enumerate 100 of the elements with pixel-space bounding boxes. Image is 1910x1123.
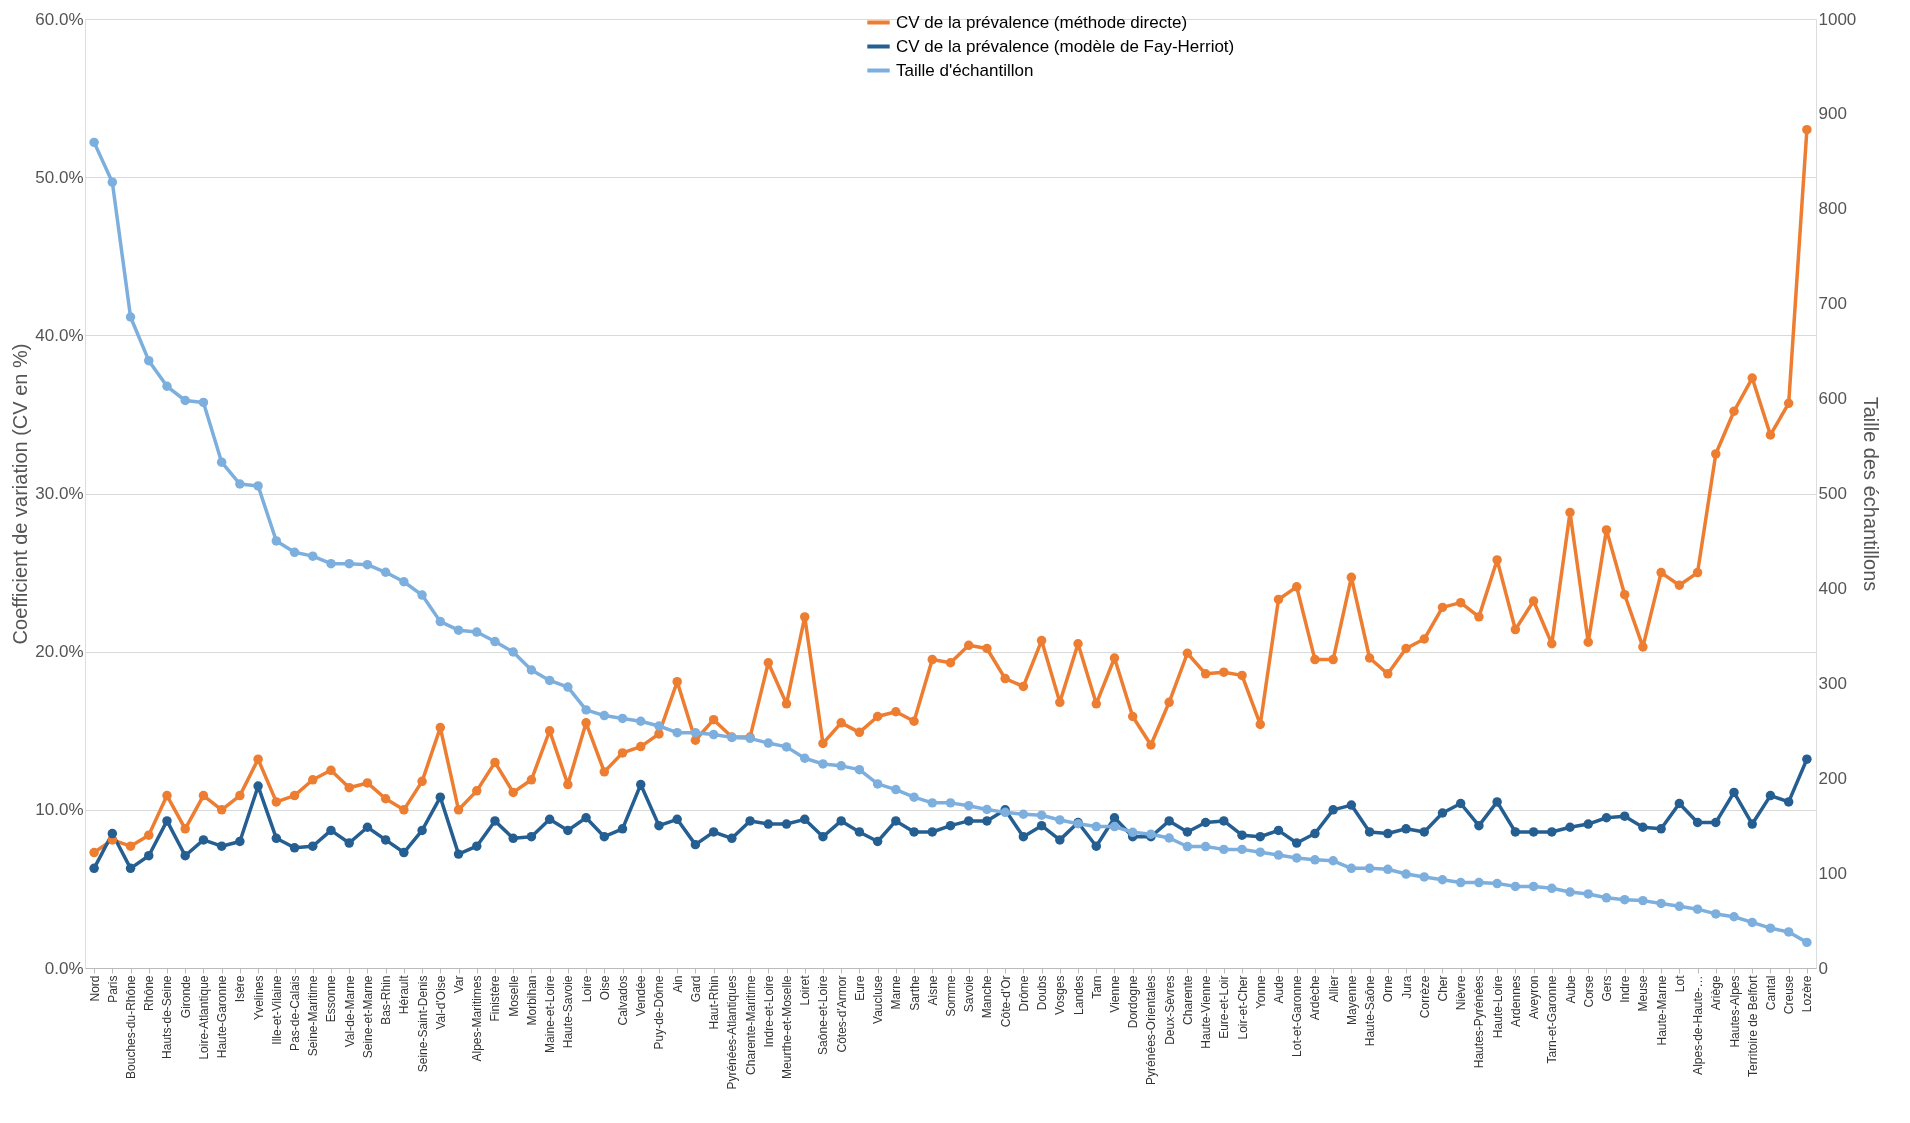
x-tick-label: Seine-Saint-Denis — [415, 975, 430, 1073]
x-tick-label: Loiret — [798, 974, 813, 1006]
x-tick-label: Haute-Garonne — [215, 975, 230, 1059]
x-tick-label: Orne — [1381, 975, 1396, 1003]
x-tick-label: Mayenne — [1344, 975, 1359, 1025]
x-tick-label: Indre — [1618, 975, 1633, 1003]
x-tick-label: Jura — [1399, 975, 1414, 999]
x-tick-label: Val-de-Marne — [342, 975, 357, 1048]
x-tick-label: Hautes-Alpes — [1727, 975, 1742, 1048]
x-tick-label: Oise — [597, 975, 612, 1001]
y2-tick-label: 500 — [1818, 484, 1847, 503]
y2-tick-label: 600 — [1818, 389, 1847, 409]
x-tick-label: Hérault — [397, 974, 412, 1015]
x-tick-label: Landes — [1071, 975, 1086, 1015]
x-tick-label: Saône-et-Loire — [816, 975, 831, 1055]
x-tick-label: Gironde — [178, 975, 193, 1019]
x-tick-label: Meurthe-et-Moselle — [780, 975, 795, 1079]
x-tick-label: Vosges — [1053, 975, 1068, 1015]
x-tick-label: Maine-et-Loire — [543, 975, 558, 1053]
x-tick-label: Alpes-de-Haute-… — [1691, 975, 1706, 1075]
x-tick-label: Drôme — [1016, 975, 1031, 1012]
x-tick-label: Loire — [579, 975, 594, 1003]
x-tick-label: Deux-Sèvres — [1162, 975, 1177, 1045]
x-tick-label: Aude — [1271, 975, 1286, 1004]
y-tick-label: 0.0% — [44, 958, 84, 978]
x-tick-label: Haute-Saône — [1363, 975, 1378, 1047]
x-tick-label: Indre-et-Loire — [761, 975, 776, 1048]
x-tick-label: Corrèze — [1417, 975, 1432, 1019]
x-tick-label: Gers — [1599, 975, 1614, 1002]
x-tick-label: Côte-d'Or — [998, 975, 1013, 1028]
y2-tick-label: 200 — [1818, 768, 1847, 788]
x-tick-label: Lot — [1672, 974, 1687, 993]
x-tick-label: Marne — [889, 975, 904, 1010]
x-tick-label: Paris — [105, 975, 120, 1003]
x-tick-label: Morbihan — [524, 975, 539, 1026]
x-tick-label: Ardennes — [1508, 975, 1523, 1027]
x-tick-label: Bouches-du-Rhône — [124, 975, 139, 1079]
y-tick-label: 20.0% — [35, 642, 84, 662]
x-tick-label: Eure-et-Loir — [1217, 975, 1232, 1039]
x-tick-label: Calvados — [616, 975, 631, 1026]
x-tick-label: Creuse — [1782, 975, 1797, 1015]
x-tick-label: Pyrénées-Orientales — [1144, 975, 1159, 1085]
x-tick-label: Aube — [1563, 975, 1578, 1004]
x-tick-label: Haute-Savoie — [561, 975, 576, 1049]
y-axis-title: Coefficient de variation (CV en %) — [9, 343, 32, 645]
x-tick-label: Gard — [688, 975, 703, 1003]
x-tick-label: Somme — [944, 975, 958, 1017]
x-tick-label: Seine-Maritime — [306, 975, 321, 1057]
x-tick-label: Ariège — [1709, 975, 1724, 1011]
y2-tick-label: 0 — [1818, 958, 1828, 978]
y2-tick-label: 300 — [1818, 673, 1847, 693]
x-tick-label: Ardèche — [1308, 975, 1323, 1021]
x-tick-label: Haute-Loire — [1490, 975, 1505, 1039]
x-tick-label: Seine-et-Marne — [360, 975, 375, 1059]
x-tick-label: Yvelines — [251, 975, 266, 1021]
legend-label: Taille d'échantillon — [896, 60, 1034, 80]
y2-axis-title: Taille des échantillons — [1860, 396, 1883, 592]
x-tick-label: Essonne — [324, 975, 339, 1023]
x-tick-label: Sarthe — [907, 975, 922, 1011]
x-tick-label: Aveyron — [1527, 975, 1542, 1020]
y2-tick-label: 900 — [1818, 104, 1847, 124]
x-tick-label: Territoire de Belfort — [1745, 974, 1760, 1077]
y2-tick-label: 800 — [1818, 199, 1847, 219]
x-tick-label: Côtes-d'Armor — [834, 975, 849, 1053]
x-tick-label: Tarn — [1089, 975, 1104, 999]
y2-tick-label: 1000 — [1818, 9, 1857, 29]
x-tick-label: Vaucluse — [871, 975, 886, 1024]
y-tick-label: 10.0% — [35, 800, 84, 820]
y2-tick-label: 100 — [1818, 863, 1847, 883]
x-tick-label: Lot-et-Garonne — [1290, 975, 1305, 1057]
x-tick-label: Bas-Rhin — [379, 975, 394, 1025]
y-tick-label: 40.0% — [35, 325, 84, 345]
x-tick-label: Val-d'Oise — [433, 975, 448, 1030]
x-tick-label: Alpes-Maritimes — [470, 975, 485, 1062]
y-tick-label: 50.0% — [35, 167, 84, 187]
x-tick-label: Haut-Rhin — [707, 975, 722, 1030]
x-tick-label: Nièvre — [1454, 975, 1469, 1011]
x-tick-label: Ain — [670, 975, 685, 993]
x-tick-label: Nord — [87, 975, 102, 1002]
x-tick-label: Hautes-Pyrénées — [1472, 975, 1487, 1069]
x-tick-label: Loire-Atlantique — [196, 975, 211, 1060]
x-tick-label: Cher — [1435, 975, 1450, 1002]
x-tick-label: Meuse — [1636, 975, 1651, 1012]
x-tick-label: Pas-de-Calais — [288, 975, 303, 1051]
x-tick-label: Finistère — [488, 975, 503, 1022]
x-tick-label: Pyrénées-Atlantiques — [725, 975, 740, 1090]
x-tick-label: Yonne — [1253, 975, 1268, 1010]
x-tick-label: Hauts-de-Seine — [160, 975, 175, 1059]
x-tick-label: Doubs — [1035, 975, 1050, 1011]
x-tick-label: Allier — [1326, 975, 1341, 1003]
x-tick-label: Savoie — [962, 975, 977, 1013]
x-tick-label: Manche — [980, 975, 995, 1019]
x-tick-label: Ille-et-Vilaine — [269, 975, 284, 1045]
x-tick-label: Corse — [1581, 975, 1596, 1008]
legend-label: CV de la prévalence (méthode directe) — [896, 12, 1188, 32]
x-tick-label: Lozère — [1800, 975, 1815, 1013]
x-tick-label: Haute-Marne — [1654, 975, 1669, 1046]
y-tick-label: 30.0% — [35, 484, 84, 503]
x-tick-label: Rhône — [142, 975, 157, 1011]
x-tick-label: Loir-et-Cher — [1235, 975, 1250, 1040]
